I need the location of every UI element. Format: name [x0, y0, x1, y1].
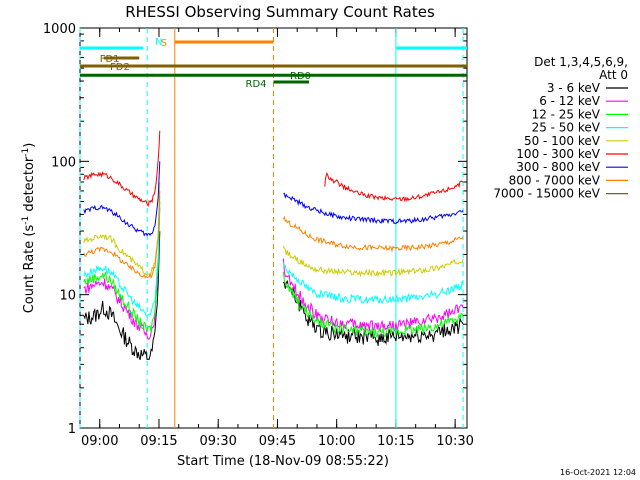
legend-label: 800 - 7000 keV: [509, 173, 601, 187]
legend-header-line: Det 1,3,4,5,6,9,: [534, 55, 628, 69]
y-tick-label: 1000: [43, 22, 76, 37]
mode-label: RD4: [246, 79, 267, 90]
chart-title: RHESSI Observing Summary Count Rates: [125, 3, 435, 21]
x-axis: 09:00 09:15 09:30 09:45 10:00 10:15 10:30: [79, 28, 474, 449]
series-line: [83, 231, 161, 360]
series-line: [83, 207, 161, 340]
x-tick-label: 10:30: [436, 434, 473, 449]
series-line: [83, 181, 161, 276]
series-line: [83, 161, 161, 237]
y-axis-label-part: Count Rate (s: [22, 225, 37, 314]
series-line: [283, 192, 464, 225]
series-line: [282, 215, 464, 253]
legend-label: 3 - 6 keV: [547, 81, 601, 95]
y-axis-label-part: ): [22, 143, 37, 148]
x-tick-label: 09:45: [259, 434, 296, 449]
series-line: [282, 271, 464, 338]
mode-label: RD0: [290, 71, 311, 82]
x-tick-label: 09:30: [199, 434, 236, 449]
y-axis: 1 10 100 1000: [43, 22, 467, 437]
y-tick-label: 1: [68, 422, 76, 437]
legend-label: 100 - 300 keV: [516, 147, 600, 161]
y-tick-label: 100: [51, 155, 76, 170]
series-line: [83, 130, 161, 208]
legend-label: 25 - 50 keV: [532, 121, 601, 135]
legend-header-line: Att 0: [599, 68, 628, 82]
legend-label: 7000 - 15000 keV: [493, 187, 600, 201]
legend-label: 50 - 100 keV: [524, 134, 601, 148]
series-line: [282, 245, 464, 278]
x-tick-label: 09:15: [140, 434, 177, 449]
y-axis-label-sup: -1: [21, 216, 31, 225]
mode-label: S: [161, 38, 167, 49]
legend-label: 6 - 12 keV: [539, 94, 601, 108]
y-tick-label: 10: [59, 289, 76, 304]
mode-label: N: [155, 37, 162, 48]
series-line: [324, 171, 464, 203]
series-line: [83, 195, 161, 317]
y-axis-label-part: detector: [22, 156, 37, 216]
series-line: [83, 201, 161, 334]
y-axis-label-sup: -1: [21, 148, 31, 157]
x-tick-label: 10:15: [377, 434, 414, 449]
mode-label: FD2: [110, 62, 130, 73]
data-series: [83, 130, 464, 360]
x-tick-label: 09:00: [81, 434, 118, 449]
legend-label: 12 - 25 keV: [532, 107, 601, 121]
series-line: [83, 190, 161, 279]
x-tick-label: 10:00: [318, 434, 355, 449]
series-line: [282, 262, 464, 305]
series-line: [282, 280, 464, 346]
timestamp: 16-Oct-2021 12:04: [560, 468, 636, 477]
y-axis-label: Count Rate (s-1 detector-1): [21, 143, 37, 314]
x-axis-label: Start Time (18-Nov-09 08:55:22): [177, 454, 389, 469]
mode-label: FD1: [100, 54, 120, 65]
mode-vertical-lines: [79, 28, 464, 428]
legend-label: 300 - 800 keV: [516, 160, 600, 174]
